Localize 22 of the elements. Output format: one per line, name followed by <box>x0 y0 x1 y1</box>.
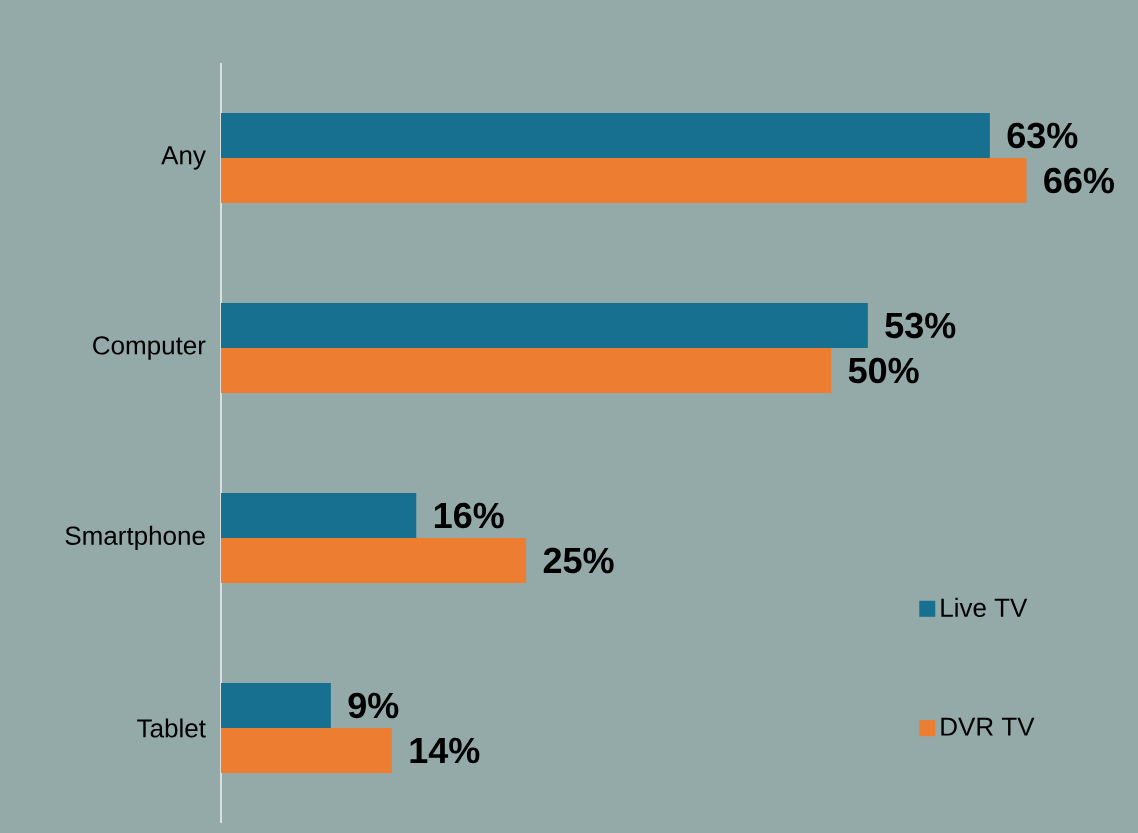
bar <box>221 537 527 583</box>
data-label: 63% <box>1007 122 1078 149</box>
bar <box>221 112 990 158</box>
y-tick-label: Any <box>161 146 206 170</box>
legend-label: DVR TV <box>941 717 1035 736</box>
data-label: 16% <box>434 502 504 529</box>
bar <box>221 727 392 773</box>
y-tick-label: Smartphone <box>65 525 205 551</box>
data-label: 25% <box>543 547 614 574</box>
y-tick-label: Tablet <box>137 718 206 738</box>
data-label: 14% <box>410 737 480 764</box>
data-label: 66% <box>1044 167 1114 194</box>
bar <box>221 303 868 348</box>
y-tick-label: Computer <box>93 336 206 360</box>
bar <box>221 347 832 393</box>
data-label: 9% <box>348 692 399 719</box>
bar <box>221 492 417 538</box>
data-label: 53% <box>885 312 956 339</box>
data-label: 50% <box>848 357 919 384</box>
bar <box>221 682 331 728</box>
legend-label: Live TV <box>941 597 1028 617</box>
bar <box>221 158 1027 203</box>
